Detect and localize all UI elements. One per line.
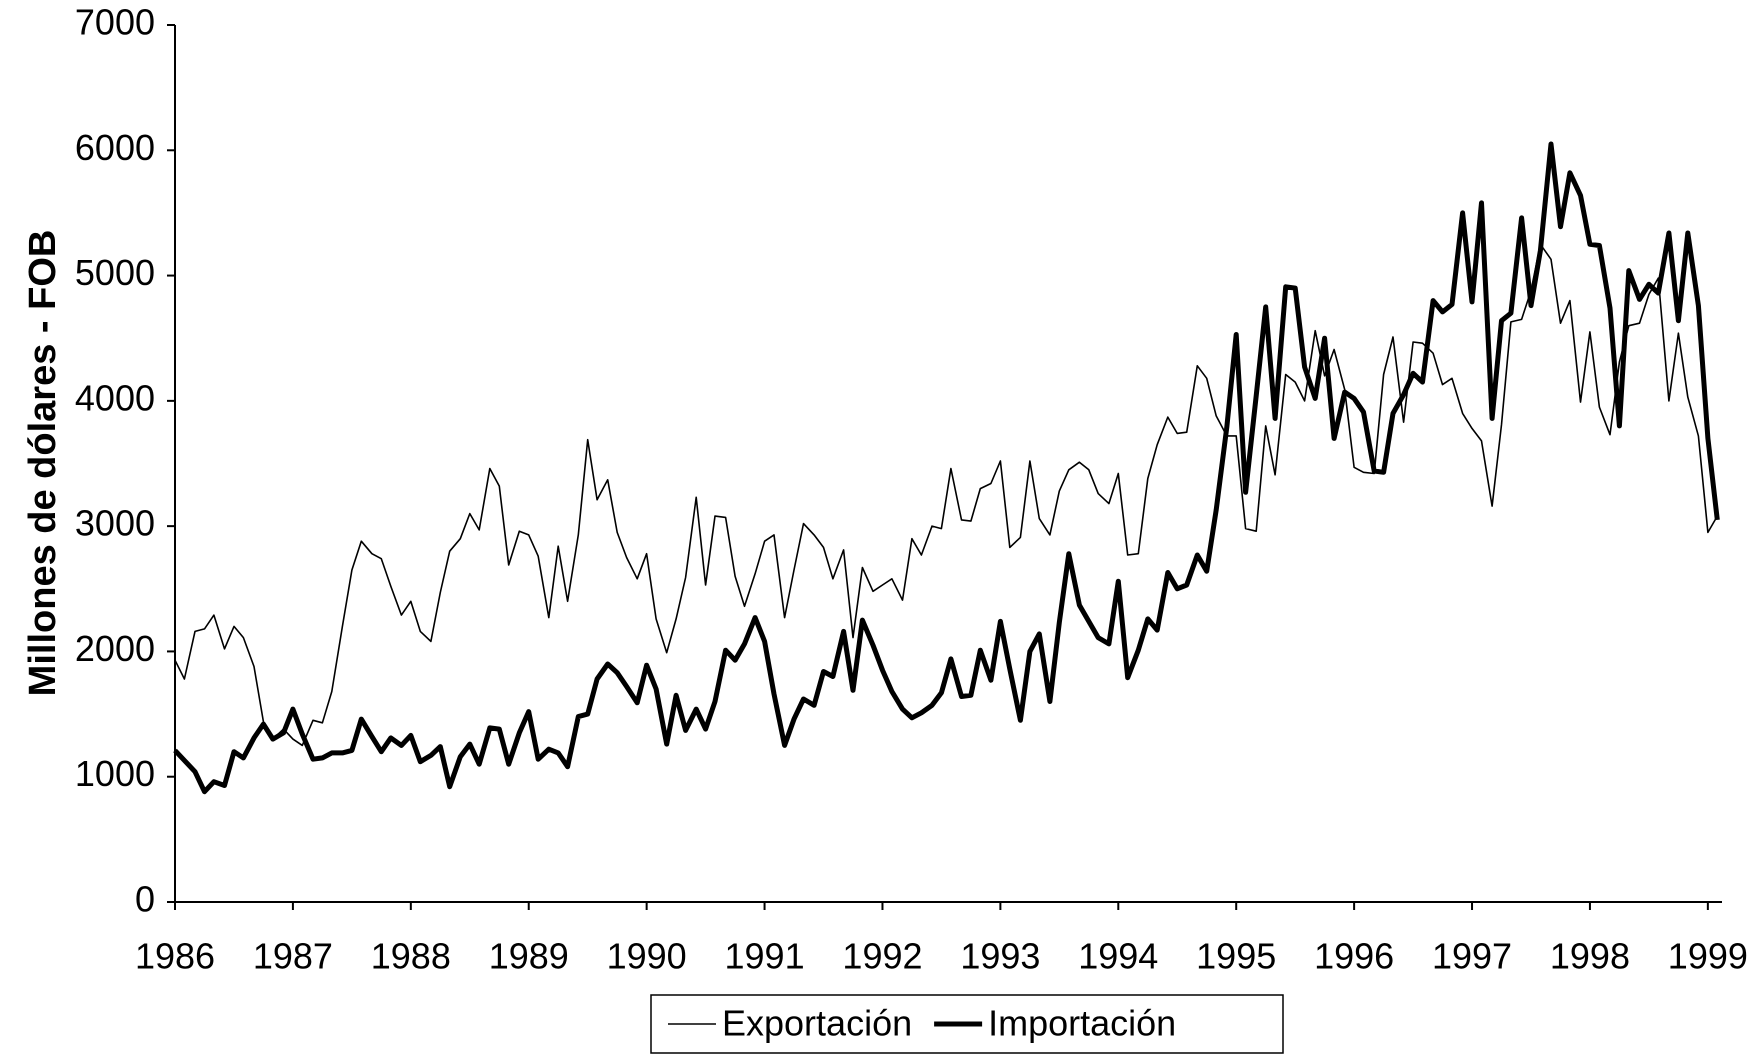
legend-box xyxy=(650,994,1284,1054)
x-tick-label: 1996 xyxy=(1314,936,1394,977)
y-tick-label: 7000 xyxy=(75,2,155,43)
y-tick-label: 5000 xyxy=(75,252,155,293)
y-tick-label: 6000 xyxy=(75,127,155,168)
y-tick-label: 4000 xyxy=(75,377,155,418)
x-tick-label: 1997 xyxy=(1432,936,1512,977)
legend-label: Importación xyxy=(988,1003,1176,1044)
legend-label: Exportación xyxy=(722,1003,912,1044)
y-tick-label: 0 xyxy=(135,879,155,920)
x-tick-label: 1993 xyxy=(960,936,1040,977)
y-axis-label: Millones de dólares - FOB xyxy=(22,230,64,697)
x-tick-label: 1990 xyxy=(607,936,687,977)
y-tick-label: 3000 xyxy=(75,503,155,544)
x-tick-label: 1988 xyxy=(371,936,451,977)
x-tick-label: 1995 xyxy=(1196,936,1276,977)
x-tick-label: 1987 xyxy=(253,936,333,977)
x-tick-label: 1989 xyxy=(489,936,569,977)
y-tick-label: 2000 xyxy=(75,628,155,669)
data-line xyxy=(174,243,1718,747)
x-tick-label: 1999 xyxy=(1668,936,1748,977)
x-tick-label: 1991 xyxy=(725,936,805,977)
data-line xyxy=(173,141,1720,795)
x-tick-label: 1998 xyxy=(1550,936,1630,977)
x-tick-label: 1986 xyxy=(135,936,215,977)
x-tick-label: 1994 xyxy=(1078,936,1158,977)
x-tick-label: 1992 xyxy=(842,936,922,977)
y-tick-label: 1000 xyxy=(75,753,155,794)
